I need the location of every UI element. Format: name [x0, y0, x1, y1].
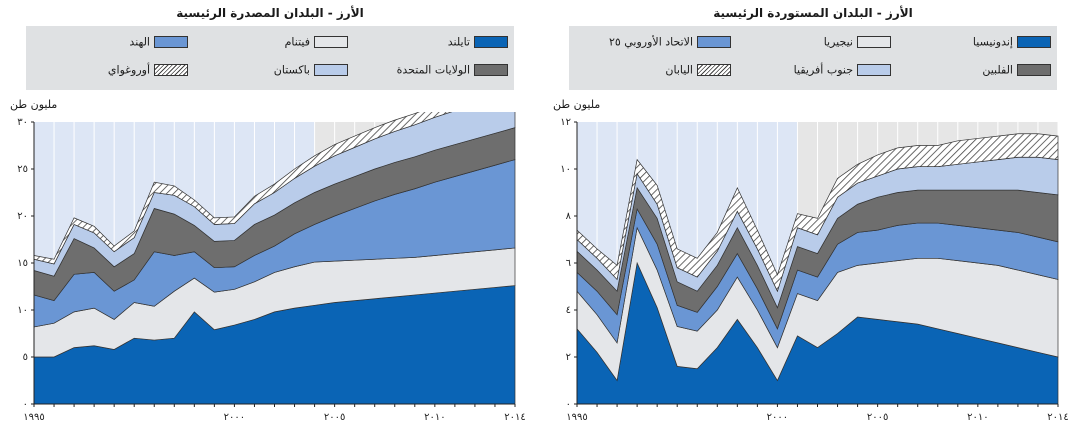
chart-title: الأرز - البلدان المصدرة الرئيسية — [176, 6, 364, 20]
legend-label: الاتحاد الأوروبي ٢٥ — [608, 35, 693, 49]
x-tick-label: ١٩٩٥ — [23, 412, 44, 423]
y-tick-label: ٥ — [23, 352, 28, 363]
legend-label: جنوب أفريقيا — [793, 63, 853, 77]
legend-item: جنوب أفريقيا — [731, 63, 891, 79]
area-series-5 — [33, 112, 453, 265]
y-tick-label: ٤ — [566, 305, 571, 316]
x-tick-label: ٢٠١٠ — [967, 412, 988, 423]
x-tick-label: ٢٠٠٥ — [324, 412, 345, 423]
legend-item: الولايات المتحدة — [348, 63, 508, 79]
y-tick-label: ٦ — [566, 258, 571, 269]
legend-label: تايلند — [447, 35, 470, 49]
y-tick-label: ١٢ — [560, 117, 571, 128]
x-tick-label: ٢٠١٤ — [1047, 412, 1068, 423]
legend-item: نيجيريا — [731, 35, 891, 51]
x-tick-label: ٢٠٠٥ — [867, 412, 888, 423]
legend: إندونيسيا نيجيريا الاتحاد الأوروبي ٢٥ ال… — [569, 26, 1057, 90]
legend-swatch — [697, 36, 731, 48]
legend-item: باكستان — [188, 63, 348, 79]
legend-swatch — [857, 64, 891, 76]
legend-swatch — [1017, 36, 1051, 48]
y-tick-label: ٢٠ — [17, 211, 28, 222]
legend-item: الفلبين — [891, 63, 1051, 79]
y-tick-label: ١٠ — [17, 305, 28, 316]
legend-item: الهند — [28, 35, 188, 51]
legend-swatch — [474, 36, 508, 48]
legend-swatch — [474, 64, 508, 76]
legend-label: الفلبين — [982, 63, 1013, 77]
legend-swatch — [154, 64, 188, 76]
y-axis-unit: مليون طن — [553, 98, 601, 111]
legend-item: إندونيسيا — [891, 35, 1051, 51]
legend-label: الولايات المتحدة — [396, 63, 470, 77]
chart-title: الأرز - البلدان المستوردة الرئيسية — [713, 6, 913, 20]
y-tick-label: ١٠ — [560, 164, 571, 175]
exporters-panel: الأرز - البلدان المصدرة الرئيسية تايلند … — [0, 0, 540, 428]
legend-swatch — [314, 64, 348, 76]
y-tick-label: ٢ — [566, 352, 571, 363]
legend-item: تايلند — [348, 35, 508, 51]
legend-label: فيتنام — [284, 35, 310, 49]
x-tick-label: ٢٠٠٠ — [767, 412, 788, 423]
importers-panel: الأرز - البلدان المستوردة الرئيسية إندون… — [543, 0, 1083, 428]
legend-swatch — [857, 36, 891, 48]
y-tick-label: ٢٥ — [17, 164, 28, 175]
legend-swatch — [154, 36, 188, 48]
y-tick-label: ٠ — [566, 399, 571, 410]
y-tick-label: ٨ — [566, 211, 572, 222]
legend-swatch — [697, 64, 731, 76]
legend-swatch — [1017, 64, 1051, 76]
x-tick-label: ٢٠١٠ — [424, 412, 445, 423]
legend-item: فيتنام — [188, 35, 348, 51]
x-tick-label: ٢٠١٤ — [504, 412, 525, 423]
y-tick-label: ١٥ — [17, 258, 28, 269]
legend-label: إندونيسيا — [972, 35, 1013, 49]
y-tick-label: ٣٠ — [17, 117, 28, 128]
y-tick-label: ٠ — [23, 399, 28, 410]
area-series-5 — [576, 133, 1059, 293]
legend-label: الهند — [129, 35, 150, 49]
legend-label: أوروغواي — [107, 63, 150, 77]
legend-item: أوروغواي — [28, 63, 188, 79]
legend-item: الاتحاد الأوروبي ٢٥ — [571, 35, 731, 51]
legend-item: اليابان — [571, 63, 731, 79]
legend-label: باكستان — [273, 63, 310, 77]
legend: تايلند فيتنام الهند الولايات المتحدة باك… — [26, 26, 514, 90]
legend-swatch — [314, 36, 348, 48]
y-axis-unit: مليون طن — [10, 98, 58, 111]
importers-plot: ٠ ٢ ٤ ٦ ٨ ١٠ ١٢ ١٩٩٥ ٢٠٠٠ ٢٠٠٥ ٢٠١٠ ٢٠١٤ — [560, 117, 1068, 423]
legend-label: نيجيريا — [823, 35, 853, 49]
x-tick-label: ٢٠٠٠ — [224, 412, 245, 423]
exporters-plot: ٠ ٥ ١٠ ١٥ ٢٠ ٢٥ ٣٠ ١٩٩٥ ٢٠٠٠ ٢٠٠٥ ٢٠١٠ ٢٠١٤ — [17, 112, 526, 423]
x-tick-label: ١٩٩٥ — [566, 412, 587, 423]
legend-label: اليابان — [665, 63, 693, 77]
